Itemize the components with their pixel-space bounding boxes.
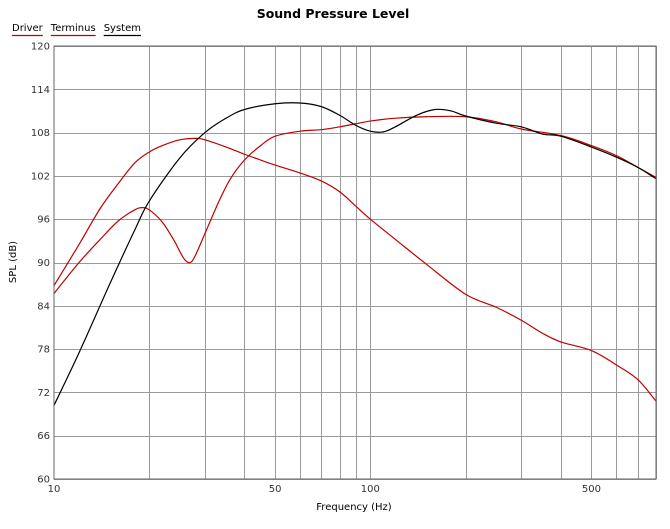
y-tick-label: 90 xyxy=(37,258,50,269)
x-tick-labels: 10 50 100 500 xyxy=(48,484,601,495)
y-tick-labels: 60 66 72 78 84 90 96 102 108 114 120 xyxy=(31,42,50,486)
y-tick-label: 60 xyxy=(37,475,50,486)
x-tick-label: 500 xyxy=(582,484,601,495)
series-line-driver xyxy=(53,137,657,402)
grid xyxy=(54,46,657,480)
y-tick-label: 96 xyxy=(37,215,50,226)
x-tick-label: 50 xyxy=(269,484,282,495)
x-tick-label: 100 xyxy=(361,484,380,495)
y-axis-label: SPL (dB) xyxy=(8,241,19,283)
legend: Driver Terminus System xyxy=(12,23,141,37)
x-tick-label: 10 xyxy=(48,484,61,495)
legend-label-terminus: Terminus xyxy=(50,23,96,34)
series-lines xyxy=(53,102,657,406)
legend-label-driver: Driver xyxy=(12,23,44,34)
plot-frame xyxy=(53,45,657,480)
y-tick-label: 120 xyxy=(31,42,50,53)
series-line-terminus xyxy=(53,115,657,295)
y-tick-label: 72 xyxy=(37,388,50,399)
legend-label-system: System xyxy=(104,23,141,34)
y-tick-label: 84 xyxy=(37,301,50,312)
y-tick-label: 66 xyxy=(37,431,50,442)
series-line-system xyxy=(53,102,657,406)
y-tick-label: 108 xyxy=(31,128,50,139)
chart-title: Sound Pressure Level xyxy=(257,6,410,21)
y-tick-label: 78 xyxy=(37,345,50,356)
x-axis-label: Frequency (Hz) xyxy=(316,502,392,513)
y-tick-label: 114 xyxy=(31,85,50,96)
y-tick-label: 102 xyxy=(31,171,50,182)
